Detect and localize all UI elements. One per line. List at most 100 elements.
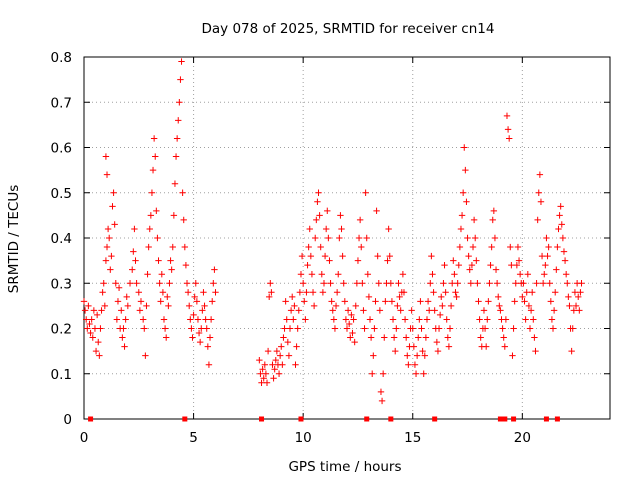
data-point [424, 298, 432, 305]
data-point [496, 302, 503, 310]
data-point [361, 325, 368, 332]
data-point [458, 212, 466, 219]
data-point [488, 243, 495, 251]
data-point [434, 347, 442, 355]
data-point [157, 298, 164, 305]
data-point [543, 234, 550, 242]
data-point [409, 325, 416, 332]
data-point [309, 289, 317, 296]
data-point [129, 266, 136, 273]
data-point [451, 271, 458, 278]
data-point [385, 225, 392, 233]
data-point [149, 166, 157, 174]
data-point [313, 216, 320, 224]
data-point [270, 375, 277, 382]
data-point [509, 352, 516, 359]
data-point [168, 266, 175, 273]
data-point [544, 252, 551, 260]
data-point [526, 325, 534, 332]
data-point [91, 325, 99, 332]
data-point [112, 280, 119, 287]
data-point [554, 243, 561, 251]
data-point [525, 302, 533, 310]
data-point [571, 289, 579, 296]
data-point [493, 280, 501, 287]
data-point [103, 243, 111, 251]
data-point [378, 397, 386, 405]
data-point [402, 334, 410, 341]
data-point [568, 347, 575, 355]
data-point [569, 325, 576, 332]
data-point [422, 334, 430, 341]
data-point [386, 252, 393, 260]
data-point [547, 298, 555, 305]
zero-marker [298, 416, 304, 422]
data-point [447, 302, 455, 310]
data-point [531, 334, 538, 341]
data-point [329, 307, 336, 314]
data-point [534, 216, 541, 224]
data-point [433, 338, 441, 346]
data-point [195, 329, 203, 337]
data-point [415, 334, 422, 341]
data-point [519, 293, 526, 301]
data-point [446, 325, 454, 332]
data-point [528, 289, 536, 296]
data-point [143, 302, 150, 310]
zero-marker [432, 416, 438, 422]
data-point [435, 325, 443, 332]
data-point [263, 379, 271, 386]
data-point [87, 329, 94, 337]
x-tick-label: 15 [404, 430, 421, 446]
data-point [106, 234, 113, 242]
data-point [320, 280, 328, 287]
data-point [110, 189, 117, 196]
data-point [566, 302, 573, 310]
data-point [258, 379, 265, 386]
data-point [158, 271, 166, 278]
data-point [454, 280, 461, 287]
y-axis-label: SRMTID / TECUs [6, 185, 22, 293]
data-point [532, 347, 539, 355]
data-point [202, 316, 209, 323]
data-point [342, 316, 350, 323]
data-point [305, 243, 312, 251]
data-point [136, 307, 144, 314]
data-point [561, 257, 569, 264]
data-point [410, 343, 418, 350]
data-point [82, 316, 90, 323]
data-point [303, 289, 310, 296]
data-point [269, 361, 276, 368]
data-point [443, 316, 450, 323]
data-point [173, 135, 181, 142]
data-point [393, 325, 400, 332]
data-point [560, 248, 568, 255]
data-point [522, 316, 529, 323]
data-point [118, 307, 125, 314]
data-point [262, 370, 270, 377]
data-point [289, 293, 296, 301]
data-point [141, 325, 148, 332]
data-point [562, 271, 570, 278]
data-point [355, 234, 363, 242]
data-point [279, 361, 286, 368]
y-tick-label: 0.2 [51, 322, 72, 338]
data-point [201, 302, 208, 310]
data-point [397, 307, 404, 314]
data-point [147, 212, 155, 219]
x-tick-label: 0 [80, 430, 89, 446]
data-point [372, 298, 379, 305]
y-tick-label: 0.6 [51, 141, 72, 157]
data-point [425, 307, 433, 314]
data-point [417, 298, 424, 305]
data-point [549, 325, 557, 332]
data-point [430, 289, 437, 296]
data-point [388, 298, 396, 305]
data-point [284, 338, 292, 346]
data-point [90, 307, 98, 314]
data-point [124, 302, 132, 310]
data-point [349, 329, 356, 337]
data-point [260, 375, 267, 382]
data-point [465, 252, 472, 260]
data-point [389, 316, 397, 323]
